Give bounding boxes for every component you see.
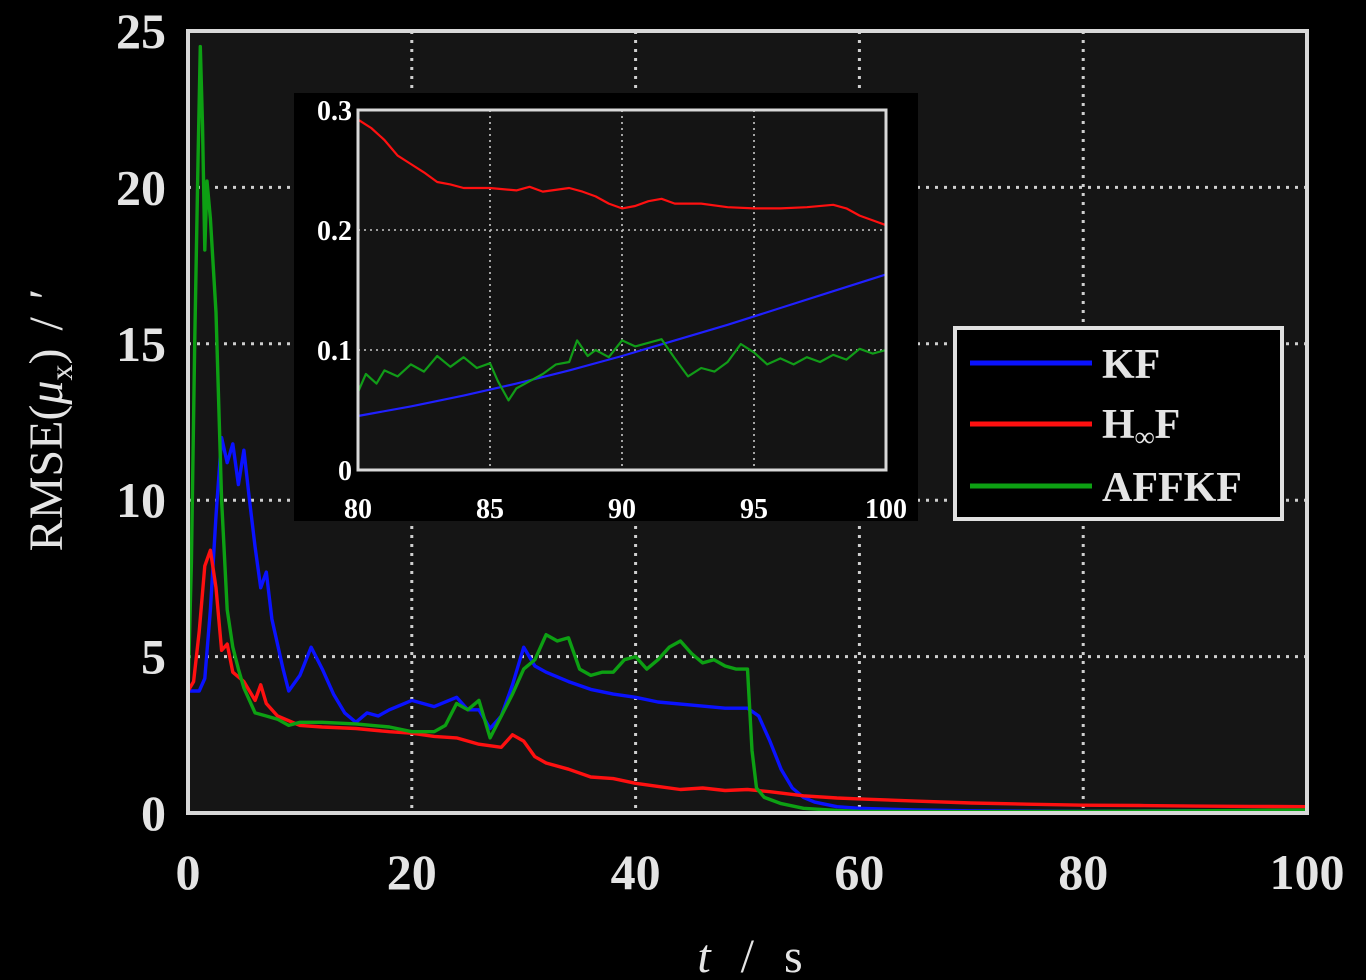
legend-label-kf: KF [1102, 342, 1160, 388]
inset-series [356, 118, 888, 418]
main-y-tick-label: 0 [141, 785, 166, 841]
inset-x-tick-label: 85 [476, 494, 504, 525]
main-y-tick-label: 15 [116, 316, 166, 372]
main-x-tick-label: 0 [176, 844, 201, 900]
inset-plot-frame [356, 108, 888, 472]
main-y-tick-labels: 0 5 10 15 20 25 [116, 3, 166, 841]
y-axis-label-slash: / [20, 317, 73, 331]
legend-item-affkf: AFFKF [970, 465, 1242, 511]
legend-label-hinf-f: F [1155, 402, 1181, 448]
y-axis-label-unit: ′ [20, 289, 73, 300]
y-axis-label: RMSE(μx) / ′ [20, 289, 79, 552]
inset-x-tick-label: 100 [865, 494, 907, 525]
inset-x-tick-label: 95 [740, 494, 768, 525]
legend-item-hinf: H∞F [970, 402, 1180, 453]
main-y-tick-label: 10 [116, 472, 166, 528]
main-series-affkf [186, 44, 1309, 814]
y-axis-label-subscript: x [43, 365, 79, 381]
main-x-tick-label: 20 [387, 844, 437, 900]
inset-y-tick-label: 0.3 [317, 96, 352, 127]
main-y-tick-label: 20 [116, 159, 166, 215]
main-y-tick-label: 5 [141, 629, 166, 685]
inset-x-tick-label: 90 [608, 494, 636, 525]
inset-series-series-3 [356, 338, 888, 402]
legend-label-affkf: AFFKF [1102, 465, 1242, 511]
inset-series-series-1 [356, 273, 888, 418]
legend-label-hinf: H∞F [1102, 402, 1180, 453]
main-plot-frame [186, 29, 1309, 815]
inset-series-series-2 [356, 118, 888, 227]
legend-item-kf: KF [970, 342, 1160, 388]
legend-label-hinf-h: H [1102, 402, 1135, 448]
main-series [186, 44, 1309, 814]
inset-chart: 80 85 90 95 100 0 0.1 0.2 0.3 [294, 93, 918, 525]
inset-y-tick-labels: 0 0.1 0.2 0.3 [317, 96, 352, 487]
inset-x-tick-label: 80 [344, 494, 372, 525]
y-axis-label-close: ) [20, 349, 73, 365]
x-axis-label-slash: / [741, 930, 755, 980]
main-x-tick-label: 100 [1270, 844, 1345, 900]
main-x-tick-label: 60 [834, 844, 884, 900]
x-axis-label-unit: s [784, 930, 803, 980]
inset-y-tick-label: 0 [338, 456, 352, 487]
x-axis-label: t / s [697, 930, 802, 980]
inset-grid [358, 110, 886, 470]
inset-x-tick-labels: 80 85 90 95 100 [344, 494, 907, 525]
main-series-kf [186, 435, 1309, 814]
legend-label-hinf-infinity: ∞ [1135, 422, 1155, 453]
inset-y-tick-label: 0.1 [317, 336, 352, 367]
legend: KF H∞F AFFKF [953, 326, 1284, 521]
y-axis-label-text: RMSE( [20, 405, 73, 552]
inset-y-tick-label: 0.2 [317, 216, 352, 247]
main-x-tick-label: 80 [1058, 844, 1108, 900]
main-y-tick-label: 25 [116, 3, 166, 59]
main-x-tick-label: 40 [611, 844, 661, 900]
x-axis-label-variable: t [697, 930, 712, 980]
y-axis-label-symbol: μ [20, 381, 73, 406]
main-x-tick-labels: 0 20 40 60 80 100 [176, 844, 1345, 900]
main-series-hf [186, 548, 1309, 809]
